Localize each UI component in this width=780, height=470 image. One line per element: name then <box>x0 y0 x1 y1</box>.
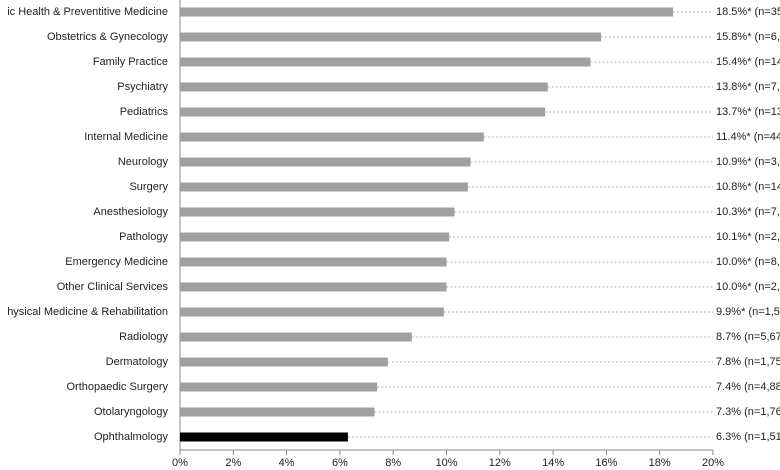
y-tick-label: Radiology <box>119 331 168 343</box>
bar <box>180 57 591 67</box>
y-tick-label: Dermatology <box>106 356 169 368</box>
bar <box>180 7 674 17</box>
y-tick-label: Otolaryngology <box>94 406 168 418</box>
x-tick-label: 12% <box>489 457 511 469</box>
bar <box>180 282 447 292</box>
y-tick-label: Ophthalmology <box>94 431 168 443</box>
value-label: 15.8%* (n=6,57 <box>716 31 780 43</box>
y-tick-label: Pathology <box>119 231 168 243</box>
x-tick-label: 8% <box>385 457 401 469</box>
y-tick-label: Obstetrics & Gynecology <box>47 31 169 43</box>
value-label: 11.4%* (n=44, <box>716 131 780 143</box>
value-label: 9.9%* (n=1,56 <box>716 306 780 318</box>
x-tick-label: 16% <box>595 457 617 469</box>
y-tick-label: Family Practice <box>93 56 168 68</box>
value-label: 10.3%* (n=7,7 <box>716 206 780 218</box>
bar <box>180 107 546 117</box>
value-label: 10.9%* (n=3,9 <box>716 156 780 168</box>
x-tick-label: 18% <box>649 457 671 469</box>
bar <box>180 332 412 342</box>
x-tick-label: 0% <box>172 457 188 469</box>
y-tick-label: Emergency Medicine <box>65 256 168 268</box>
value-label: 7.3% (n=1,760 <box>716 406 780 418</box>
value-label: 6.3% (n=1,515 <box>716 431 780 443</box>
x-tick-label: 4% <box>279 457 295 469</box>
y-tick-label: Pediatrics <box>120 106 169 118</box>
value-label: 10.8%* (n=14, <box>716 181 780 193</box>
value-label: 10.0%* (n=2,6 <box>716 281 780 293</box>
bar <box>180 82 548 92</box>
y-tick-label: Neurology <box>118 156 169 168</box>
x-tick-label: 6% <box>332 457 348 469</box>
x-tick-label: 20% <box>702 457 724 469</box>
value-label: 18.5%* (n=352 <box>716 6 780 18</box>
value-label: 15.4%* (n=14,4 <box>716 56 780 68</box>
bar <box>180 207 455 217</box>
value-label: 13.7%* (n=13, <box>716 106 780 118</box>
value-label: 8.7% (n=5,670 <box>716 331 780 343</box>
y-tick-label: Orthopaedic Surgery <box>67 381 169 393</box>
y-tick-label: Internal Medicine <box>84 131 168 143</box>
x-tick-label: 2% <box>225 457 241 469</box>
bar <box>180 157 471 167</box>
bar <box>180 132 484 142</box>
bar <box>180 382 378 392</box>
value-label: 13.8%* (n=7,8 <box>716 81 780 93</box>
bar <box>180 182 468 192</box>
bar <box>180 257 447 267</box>
y-tick-label: Surgery <box>129 181 168 193</box>
bar <box>180 307 444 317</box>
value-label: 7.4% (n=4,881 <box>716 381 780 393</box>
value-label: 10.1%* (n=2,9 <box>716 231 780 243</box>
bar <box>180 357 388 367</box>
x-tick-label: 14% <box>542 457 564 469</box>
bar <box>180 232 450 242</box>
y-tick-label: Anesthesiology <box>93 206 168 218</box>
y-tick-label: Other Clinical Services <box>57 281 169 293</box>
bar <box>180 32 602 42</box>
bar <box>180 407 375 417</box>
x-tick-label: 10% <box>435 457 457 469</box>
y-tick-label: Psychiatry <box>117 81 168 93</box>
value-label: 7.8% (n=1,751 <box>716 356 780 368</box>
bar <box>180 432 348 442</box>
y-tick-label: hysical Medicine & Rehabilitation <box>7 306 168 318</box>
y-tick-label: ic Health & Preventitive Medicine <box>7 6 168 18</box>
value-label: 10.0%* (n=8,6 <box>716 256 780 268</box>
